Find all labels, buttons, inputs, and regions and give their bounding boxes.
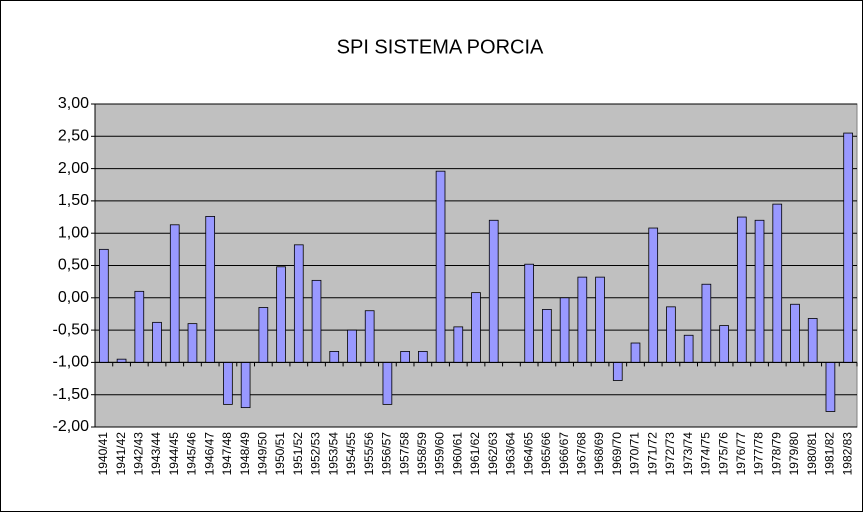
x-tick-label: 1962/63 (486, 432, 500, 476)
bar (258, 307, 269, 363)
bar (223, 361, 233, 405)
bar (382, 361, 393, 405)
x-tick-label: 1954/55 (344, 432, 358, 476)
x-tick-label: 1963/64 (504, 432, 518, 476)
bar (648, 227, 659, 363)
y-tick-label: 0,00 (58, 289, 89, 306)
bar (240, 361, 251, 409)
x-tick-label: 1955/56 (362, 432, 376, 476)
bar (329, 351, 340, 363)
bar (542, 309, 552, 363)
bar (435, 170, 446, 363)
x-tick-label: 1980/81 (805, 432, 819, 476)
x-tick-label: 1948/49 (238, 432, 252, 476)
x-tick-label: 1946/47 (202, 432, 216, 476)
y-tick-label: -2,00 (53, 418, 90, 435)
x-tick-label: 1976/77 (734, 432, 748, 476)
bar (205, 216, 216, 363)
x-tick-label: 1947/48 (220, 432, 234, 476)
bar (364, 310, 375, 363)
x-tick-label: 1941/42 (114, 432, 128, 476)
x-tick-label: 1970/71 (628, 432, 642, 476)
x-tick-label: 1974/75 (699, 432, 713, 476)
x-tick-label: 1956/57 (380, 432, 394, 476)
x-tick-label: 1971/72 (645, 432, 659, 476)
x-tick-label: 1966/67 (557, 432, 571, 476)
bar (790, 303, 800, 363)
x-tick-label: 1967/68 (574, 432, 588, 476)
bar (754, 219, 765, 363)
bar (612, 361, 623, 381)
x-tick-label: 1968/69 (592, 432, 606, 476)
bar (595, 276, 605, 363)
x-tick-label: 1950/51 (273, 432, 287, 476)
y-tick-label: 0,50 (58, 257, 89, 274)
bar (630, 342, 641, 363)
y-tick-label: 1,00 (58, 224, 89, 241)
bar (418, 351, 428, 363)
bar (293, 244, 304, 363)
bar (488, 219, 499, 363)
y-tick-label: -0,50 (53, 321, 90, 338)
chart-title: SPI SISTEMA PORCIA (337, 36, 544, 58)
x-tick-label: 1975/76 (716, 432, 730, 476)
bar (719, 325, 729, 363)
bar (134, 290, 145, 363)
x-tick-label: 1940/41 (96, 432, 110, 476)
bar (169, 224, 180, 363)
bar (843, 132, 853, 363)
x-tick-label: 1981/82 (823, 432, 837, 476)
x-tick-label: 1972/73 (663, 432, 677, 476)
y-tick-label: 1,50 (58, 192, 89, 209)
x-tick-label: 1969/70 (610, 432, 624, 476)
x-tick-label: 1953/54 (326, 432, 340, 476)
bar (400, 351, 410, 363)
x-tick-label: 1965/66 (539, 432, 553, 476)
bar (471, 292, 481, 363)
x-tick-label: 1964/65 (521, 432, 535, 476)
x-tick-label: 1942/43 (131, 432, 145, 476)
bar (666, 306, 676, 363)
x-tick-label: 1952/53 (309, 432, 323, 476)
x-tick-label: 1944/45 (167, 432, 181, 476)
x-tick-label: 1945/46 (185, 432, 199, 476)
bar (187, 323, 198, 363)
y-tick-label: -1,00 (53, 354, 90, 371)
bar (152, 321, 162, 363)
x-tick-label: 1979/80 (787, 432, 801, 476)
x-tick-label: 1958/59 (415, 432, 429, 476)
bar (524, 263, 534, 363)
bar (577, 276, 588, 363)
x-tick-label: 1959/60 (433, 432, 447, 476)
x-tick-label: 1973/74 (681, 432, 695, 476)
x-tick-label: 1982/83 (840, 432, 854, 476)
x-tick-label: 1977/78 (752, 432, 766, 476)
x-tick-label: 1961/62 (468, 432, 482, 476)
bar (559, 297, 570, 363)
x-tick-label: 1960/61 (450, 432, 464, 476)
bar (807, 318, 818, 363)
x-tick-label: 1951/52 (291, 432, 305, 476)
bar (347, 329, 357, 363)
bar (701, 283, 712, 363)
x-tick-label: 1978/79 (769, 432, 783, 476)
x-tick-label: 1943/44 (149, 432, 163, 476)
bar (772, 203, 783, 363)
x-tick-label: 1949/50 (256, 432, 270, 476)
bar (683, 334, 694, 363)
y-tick-label: 2,00 (58, 160, 89, 177)
bar (453, 326, 464, 363)
y-tick-label: 3,00 (58, 95, 89, 112)
bar (736, 216, 747, 363)
bar (99, 248, 109, 363)
bar (311, 279, 322, 363)
y-tick-label: 2,50 (58, 128, 89, 145)
y-tick-label: -1,50 (53, 386, 90, 403)
x-tick-label: 1957/58 (397, 432, 411, 476)
bar (276, 266, 286, 363)
bar (825, 361, 836, 412)
